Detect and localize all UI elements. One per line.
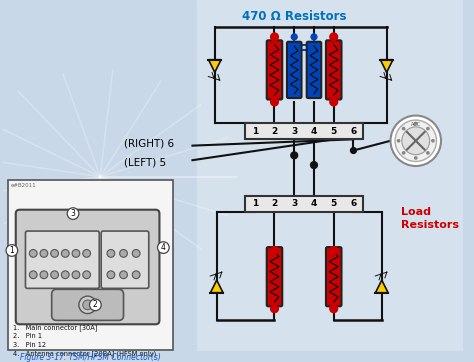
- Text: e#B2011: e#B2011: [11, 182, 36, 188]
- Circle shape: [90, 299, 101, 311]
- FancyBboxPatch shape: [8, 180, 173, 350]
- FancyBboxPatch shape: [26, 231, 99, 289]
- Circle shape: [311, 34, 317, 40]
- Circle shape: [432, 140, 434, 142]
- Text: 1: 1: [9, 246, 14, 255]
- Circle shape: [395, 120, 437, 161]
- Circle shape: [119, 249, 128, 257]
- Text: Load
Resistors: Load Resistors: [401, 207, 459, 230]
- Circle shape: [427, 152, 429, 154]
- Circle shape: [157, 242, 169, 253]
- Text: 3: 3: [71, 209, 75, 218]
- Circle shape: [119, 271, 128, 279]
- Text: 2: 2: [272, 199, 278, 209]
- Bar: [197, 0, 463, 352]
- Circle shape: [271, 33, 278, 41]
- Circle shape: [40, 271, 48, 279]
- Circle shape: [330, 305, 337, 313]
- Text: (RIGHT) 6: (RIGHT) 6: [125, 139, 174, 149]
- Text: 3: 3: [291, 199, 297, 209]
- Text: 4: 4: [311, 127, 317, 136]
- Text: Figure 3-17. TSM/HFSM Connector(s): Figure 3-17. TSM/HFSM Connector(s): [20, 353, 161, 362]
- Circle shape: [83, 300, 92, 310]
- Circle shape: [51, 249, 58, 257]
- Circle shape: [132, 249, 140, 257]
- Circle shape: [132, 271, 140, 279]
- Circle shape: [6, 245, 18, 256]
- Circle shape: [107, 249, 115, 257]
- Circle shape: [67, 208, 79, 219]
- Circle shape: [292, 34, 297, 40]
- Text: 470 Ω Resistors: 470 Ω Resistors: [242, 10, 346, 23]
- Text: 5: 5: [330, 127, 337, 136]
- Circle shape: [72, 249, 80, 257]
- Text: 1: 1: [252, 199, 258, 209]
- Polygon shape: [209, 60, 221, 72]
- Text: 4: 4: [161, 243, 166, 252]
- Circle shape: [29, 249, 37, 257]
- Circle shape: [310, 162, 318, 168]
- Circle shape: [40, 249, 48, 257]
- Circle shape: [391, 115, 441, 166]
- Circle shape: [107, 271, 115, 279]
- Text: 6: 6: [350, 199, 356, 209]
- Circle shape: [72, 271, 80, 279]
- Circle shape: [415, 122, 417, 125]
- Text: 4: 4: [311, 199, 317, 209]
- Circle shape: [427, 127, 429, 130]
- Text: 1.   Main connector [30A]: 1. Main connector [30A]: [13, 324, 97, 331]
- Text: 3: 3: [291, 127, 297, 136]
- Circle shape: [351, 148, 356, 153]
- Text: ACC: ACC: [411, 122, 421, 127]
- Circle shape: [330, 247, 337, 254]
- Circle shape: [415, 157, 417, 159]
- Circle shape: [62, 271, 69, 279]
- Circle shape: [271, 247, 278, 254]
- Text: 3.   Pin 12: 3. Pin 12: [13, 342, 46, 348]
- Polygon shape: [375, 280, 388, 293]
- Text: 5: 5: [330, 199, 337, 209]
- FancyBboxPatch shape: [287, 42, 301, 98]
- Polygon shape: [380, 60, 393, 72]
- Circle shape: [83, 271, 91, 279]
- Circle shape: [291, 152, 298, 159]
- FancyBboxPatch shape: [245, 123, 364, 139]
- FancyBboxPatch shape: [101, 231, 149, 289]
- Circle shape: [402, 127, 405, 130]
- Text: 4.   Antenna connector [20BA] (HFSM only): 4. Antenna connector [20BA] (HFSM only): [13, 350, 156, 357]
- FancyBboxPatch shape: [326, 247, 341, 306]
- FancyBboxPatch shape: [267, 40, 282, 100]
- Circle shape: [29, 271, 37, 279]
- FancyBboxPatch shape: [326, 40, 341, 100]
- FancyBboxPatch shape: [267, 247, 282, 306]
- Circle shape: [79, 296, 96, 313]
- Text: 2: 2: [93, 300, 98, 310]
- FancyBboxPatch shape: [16, 210, 159, 324]
- Text: 2.   Pin 1: 2. Pin 1: [13, 333, 42, 339]
- Circle shape: [51, 271, 58, 279]
- FancyBboxPatch shape: [52, 289, 124, 320]
- Circle shape: [330, 33, 337, 41]
- FancyBboxPatch shape: [307, 42, 321, 98]
- Circle shape: [330, 98, 337, 106]
- Polygon shape: [210, 280, 223, 293]
- Text: (LEFT) 5: (LEFT) 5: [125, 157, 167, 167]
- Circle shape: [62, 249, 69, 257]
- Circle shape: [271, 98, 278, 106]
- Circle shape: [271, 305, 278, 313]
- Text: 6: 6: [350, 127, 356, 136]
- Circle shape: [402, 152, 405, 154]
- Circle shape: [402, 127, 429, 155]
- Text: 2: 2: [272, 127, 278, 136]
- Circle shape: [397, 140, 400, 142]
- Text: 1: 1: [252, 127, 258, 136]
- Circle shape: [83, 249, 91, 257]
- FancyBboxPatch shape: [245, 195, 364, 212]
